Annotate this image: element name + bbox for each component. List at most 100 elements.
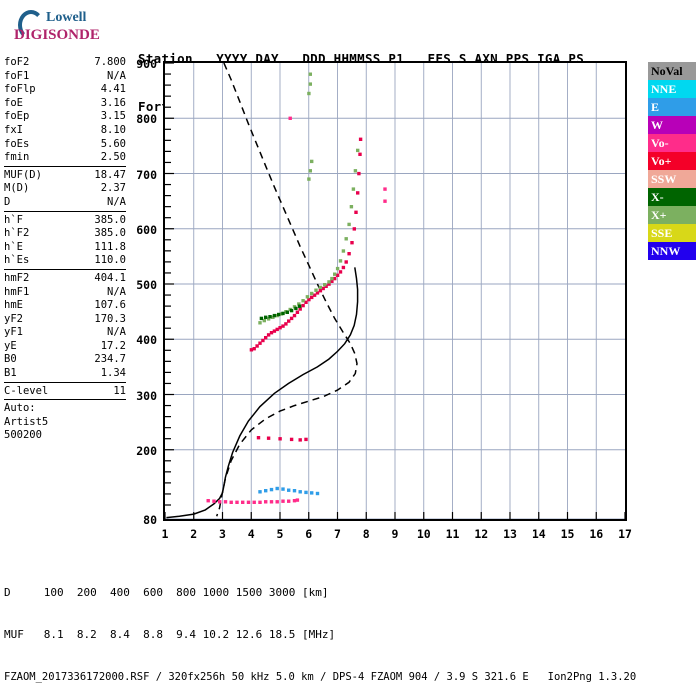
legend-item-sse[interactable]: SSE [648,224,696,242]
param-value: N/A [107,69,126,82]
x-tick-label: 6 [305,527,313,541]
param-row: B1 1.34 [4,367,126,381]
trace-muf-dashed-curve [215,63,358,517]
param-row: D N/A [4,196,126,210]
param-value: 7.800 [94,56,126,68]
param-key: C-level [4,384,49,397]
legend-item-noval[interactable]: NoVal [648,62,696,80]
axis-ticks [165,63,625,519]
ionogram-canvas[interactable] [165,63,625,519]
x-tick-label: 1 [161,527,169,541]
param-value: N/A [107,195,126,208]
param-row: foF2 7.800 [4,56,126,70]
y-tick-label: 80 [143,513,157,527]
legend-item-e[interactable]: E [648,98,696,116]
x-tick-label: 9 [391,527,399,541]
param-row: yF1 N/A [4,326,126,340]
x-tick-label: 2 [190,527,198,541]
param-value: 18.47 [94,168,126,181]
x-tick-label: 4 [247,527,255,541]
param-row: yE 17.2 [4,340,126,354]
param-key: foF2 [4,56,30,68]
param-key: h`Es [4,254,30,267]
x-tick-label: 5 [276,527,284,541]
legend-item-x-[interactable]: X- [648,188,696,206]
param-value: N/A [107,326,126,339]
footer-distance-row: D 100 200 400 600 800 1000 1500 3000 [km… [4,586,329,599]
param-row: B0 234.7 [4,353,126,367]
param-value: 8.10 [100,123,126,136]
autoscaler-name: Artist5 [4,415,49,428]
ionogram-plot[interactable] [163,61,627,521]
legend-item-vo-[interactable]: Vo- [648,134,696,152]
param-row: yF2 170.3 [4,313,126,327]
logo-line-lowell: Lowell [46,10,87,25]
param-key: fxI [4,123,23,136]
trace-true-height-profile [166,267,359,519]
param-row: C-level 11 [4,385,126,399]
trace-isolated-scatter-220km [256,436,308,442]
param-row: fxI 8.10 [4,124,126,138]
param-row: hmF1 N/A [4,286,126,300]
param-key: yF1 [4,326,23,339]
x-tick-label: 7 [334,527,341,541]
param-value: 170.3 [94,312,126,325]
param-group-true-heights: hmF2 404.1 hmF1 N/A hmE 107.6 yF2 170.3 yF1 N… [4,272,126,383]
param-key: B1 [4,367,17,380]
legend-item-nne[interactable]: NNE [648,80,696,98]
param-value: 234.7 [94,353,126,366]
footer-info: D 100 200 400 600 800 1000 1500 3000 [km… [4,558,700,698]
legend-item-w[interactable]: W [648,116,696,134]
legend-item-nnw[interactable]: NNW [648,242,696,260]
param-key: B0 [4,353,17,366]
param-value: 385.0 [94,213,126,226]
x-tick-label: 15 [560,527,575,541]
legend-item-x-[interactable]: X+ [648,206,696,224]
param-group-clevel: C-level 11 [4,385,126,401]
param-key: MUF(D) [4,168,42,181]
param-key: foFlp [4,83,36,96]
param-row: M(D) 2.37 [4,182,126,196]
param-value: N/A [107,285,126,298]
param-value: 2.37 [100,182,126,195]
x-tick-label: 8 [362,527,370,541]
param-row: hmF2 404.1 [4,272,126,286]
lowell-digisonde-logo: Lowell DIGISONDE [8,6,128,50]
param-key: hmE [4,299,23,312]
polarization-legend: NoVal NNE E W Vo- Vo+ SSW X- X+ SSE NNW [648,62,696,260]
param-value: 2.50 [100,151,126,164]
x-tick-label: 10 [416,527,431,541]
param-value: 5.60 [100,137,126,150]
param-row: h`F2 385.0 [4,227,126,241]
param-group-muf: MUF(D) 18.47 M(D) 2.37 D N/A [4,169,126,212]
trace-sporadic-e-scatter [206,498,300,504]
param-row: MUF(D) 18.47 [4,169,126,183]
param-value: 404.1 [94,271,126,284]
param-group-frequencies: foF2 7.800 foF1 N/A foFlp 4.41 foE 3.16 foEp… [4,56,126,167]
param-value: 11 [113,384,126,397]
x-tick-label: 14 [531,527,546,541]
param-row: hmE 107.6 [4,299,126,313]
param-key: hmF1 [4,285,30,298]
param-group-virtual-heights: h`F 385.0 h`F2 385.0 h`E 111.8 h`Es 110.0 [4,214,126,270]
param-value: 4.41 [100,83,126,96]
ionogram-parameter-panel: foF2 7.800 foF1 N/A foFlp 4.41 foE 3.16 foEp… [4,56,126,446]
legend-item-ssw[interactable]: SSW [648,170,696,188]
trace-isolated-pink-dots [288,116,387,203]
param-key: foF1 [4,69,30,82]
param-value: 1.34 [100,367,126,380]
param-row: foFlp 4.41 [4,83,126,97]
x-tick-label: 3 [219,527,226,541]
gridlines [165,63,625,519]
autoscaler-label: Auto: [4,402,36,415]
param-key: fmin [4,151,30,164]
param-key: D [4,195,11,208]
arc-icon [18,10,44,40]
footer-file-row: FZAOM_2017336172000.RSF / 320fx256h 50 k… [4,671,637,683]
param-row: foF1 N/A [4,70,126,84]
legend-item-vo-[interactable]: Vo+ [648,152,696,170]
x-tick-label: 12 [474,527,489,541]
param-row: foEs 5.60 [4,138,126,152]
param-key: foEs [4,137,30,150]
data-traces [166,63,387,519]
